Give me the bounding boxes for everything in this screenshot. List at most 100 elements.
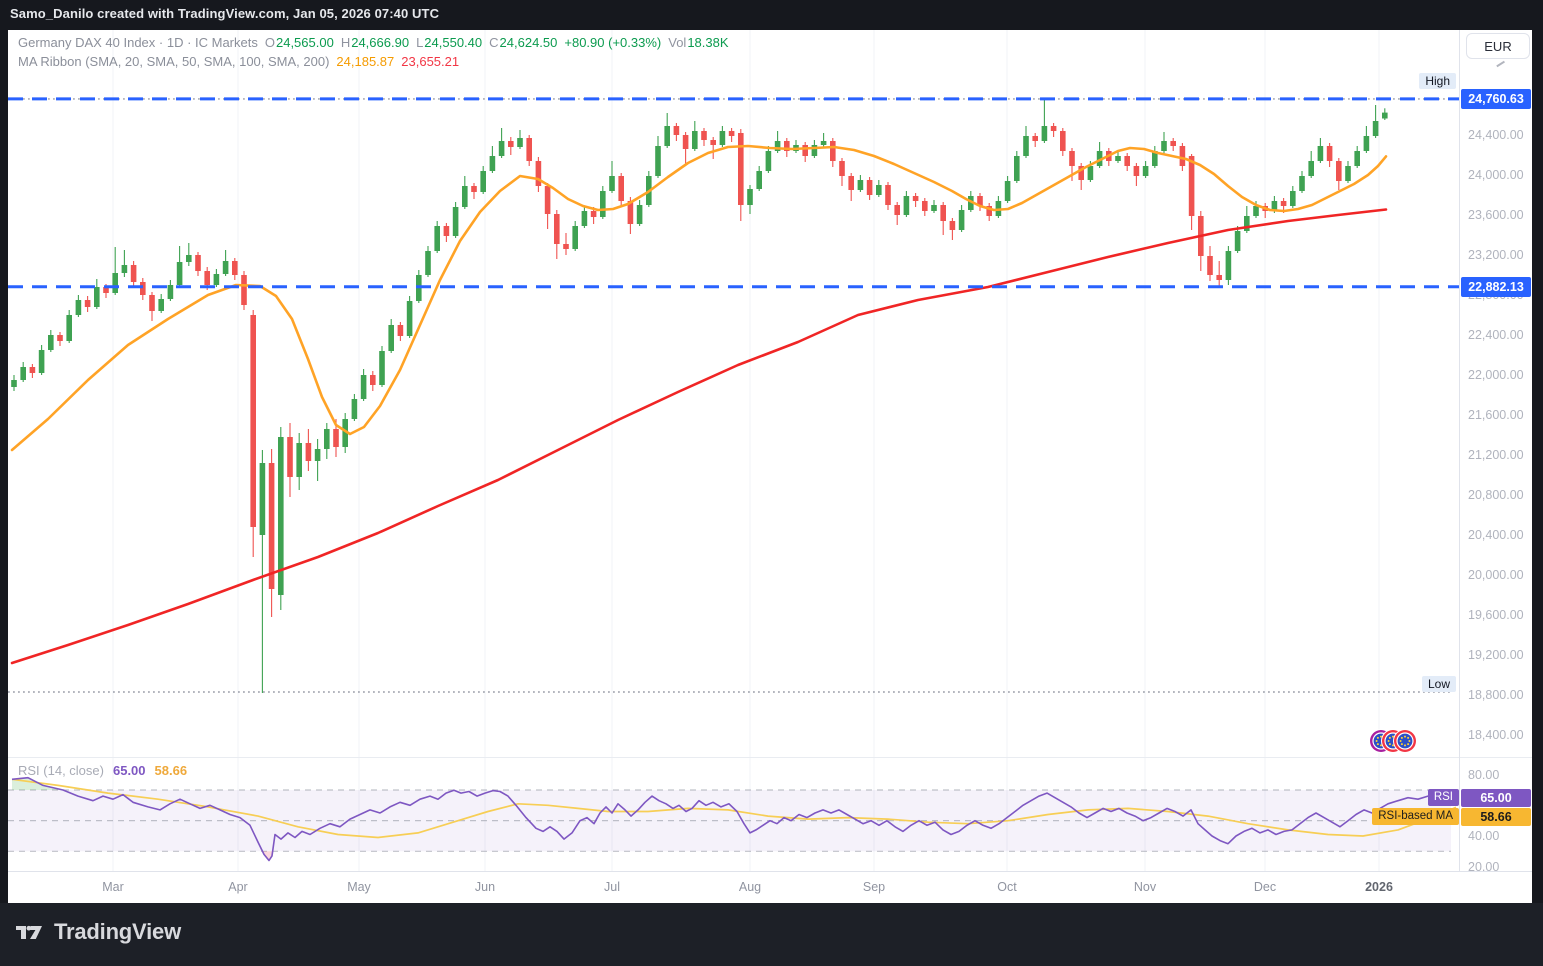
low-value: L 24,550.40 bbox=[416, 35, 483, 50]
candle-up bbox=[1345, 166, 1351, 181]
price-axis-label: 21,600.00 bbox=[1468, 408, 1524, 422]
candle-up bbox=[379, 351, 385, 385]
candle-down bbox=[140, 282, 146, 295]
candle-down bbox=[710, 140, 716, 145]
rsi-title[interactable]: RSI (14, close) bbox=[18, 763, 104, 778]
candle-up bbox=[296, 443, 302, 477]
period-low-label: Low bbox=[1421, 676, 1456, 692]
candle-up bbox=[1004, 181, 1011, 201]
price-axis-label: 19,600.00 bbox=[1468, 608, 1524, 622]
candle-down bbox=[894, 205, 900, 215]
candle-up bbox=[747, 189, 753, 205]
candle-up bbox=[719, 131, 726, 145]
candle-up bbox=[176, 262, 183, 285]
candle-down bbox=[370, 375, 376, 385]
rsi-ma-value-badge: 58.66 bbox=[1461, 807, 1531, 826]
candle-up bbox=[1161, 141, 1167, 151]
candle-up bbox=[11, 380, 17, 387]
rsi-axis-label: 40.00 bbox=[1468, 828, 1500, 843]
currency-button[interactable]: EUR bbox=[1466, 33, 1530, 59]
sma-slow-line[interactable] bbox=[10, 208, 1388, 665]
candle-up bbox=[351, 399, 358, 419]
candle-down bbox=[103, 287, 109, 293]
candle-down bbox=[728, 131, 735, 136]
symbol-title[interactable]: Germany DAX 40 Index · 1D · IC Markets bbox=[18, 35, 258, 50]
candle-down bbox=[471, 186, 477, 192]
candle-down bbox=[544, 186, 551, 214]
candle-up bbox=[278, 437, 284, 595]
candle-down bbox=[986, 206, 992, 216]
price-axis-label: 21,200.00 bbox=[1468, 448, 1524, 462]
price-axis-label: 23,200.00 bbox=[1468, 248, 1524, 262]
candle-down bbox=[682, 135, 689, 149]
resistance-price-badge: 24,760.63 bbox=[1461, 88, 1531, 109]
price-axis-label: 22,000.00 bbox=[1468, 368, 1524, 382]
candle-up bbox=[158, 299, 164, 311]
candle-up bbox=[406, 301, 413, 336]
candle-down bbox=[1050, 126, 1057, 131]
candle-up bbox=[314, 449, 321, 461]
candle-up bbox=[1382, 112, 1388, 119]
price-axis-label: 18,800.00 bbox=[1468, 688, 1524, 702]
candle-down bbox=[1078, 166, 1084, 180]
tradingview-logo[interactable]: TradingView bbox=[14, 917, 181, 947]
chart-canvas[interactable] bbox=[8, 30, 1459, 871]
rsi-legend-row: RSI (14, close) 65.00 58.66 bbox=[18, 763, 187, 778]
candle-down bbox=[268, 463, 275, 589]
price-axis-label: 23,600.00 bbox=[1468, 208, 1524, 222]
candle-up bbox=[121, 265, 128, 273]
candle-up bbox=[811, 145, 818, 156]
chart-shell: Germany DAX 40 Index · 1D · IC Markets O… bbox=[8, 30, 1532, 903]
candle-up bbox=[112, 273, 118, 293]
price-axis-label: 20,400.00 bbox=[1468, 528, 1524, 542]
symbol-legend-row: Germany DAX 40 Index · 1D · IC Markets O… bbox=[18, 35, 729, 50]
candle-up bbox=[425, 251, 431, 275]
candle-up bbox=[75, 300, 82, 315]
candle-up bbox=[600, 191, 606, 217]
candles-layer bbox=[11, 99, 1388, 693]
candle-down bbox=[784, 141, 790, 151]
price-axis-label: 24,400.00 bbox=[1468, 128, 1524, 142]
rsi-line[interactable] bbox=[11, 776, 1457, 862]
rsi-value: 65.00 bbox=[112, 763, 146, 778]
candle-up bbox=[1142, 166, 1149, 176]
time-scale[interactable]: Mar Apr May Jun Jul Aug Sep Oct Nov Dec 2026 bbox=[8, 871, 1532, 903]
candle-down bbox=[250, 315, 256, 527]
footer-bar: TradingView bbox=[0, 903, 1543, 966]
candle-down bbox=[738, 133, 744, 205]
candle-down bbox=[130, 265, 137, 282]
candle-down bbox=[29, 367, 36, 373]
sma-fast-line[interactable] bbox=[10, 144, 1388, 452]
price-scale-border bbox=[1459, 30, 1460, 903]
ma-ribbon-title[interactable]: MA Ribbon (SMA, 20, SMA, 50, SMA, 100, S… bbox=[18, 54, 330, 69]
candle-up bbox=[1372, 121, 1379, 136]
candle-down bbox=[57, 335, 63, 341]
candle-down bbox=[1179, 146, 1186, 166]
price-axis-label: 20,000.00 bbox=[1468, 568, 1524, 582]
candle-down bbox=[912, 196, 919, 201]
candle-up bbox=[1014, 156, 1020, 181]
candle-up bbox=[517, 138, 523, 147]
candle-up bbox=[581, 211, 588, 226]
candle-up bbox=[820, 141, 827, 145]
candle-down bbox=[940, 205, 946, 221]
price-axis-label: 18,400.00 bbox=[1468, 728, 1524, 742]
candle-down bbox=[922, 201, 928, 211]
candle-up bbox=[1115, 156, 1121, 161]
ma-slow-value: 23,655.21 bbox=[401, 54, 460, 69]
eu-coin-stickers[interactable] bbox=[1368, 726, 1422, 756]
period-high-label: High bbox=[1419, 72, 1456, 89]
candle-down bbox=[1336, 161, 1342, 181]
candle-down bbox=[949, 221, 956, 230]
candle-down bbox=[839, 161, 845, 176]
candle-down bbox=[84, 300, 91, 307]
candle-down bbox=[885, 185, 891, 205]
chart-pane[interactable] bbox=[8, 30, 1459, 871]
rsi-ma-badge: RSI-based MA bbox=[1372, 807, 1459, 825]
ma-fast-value: 24,185.87 bbox=[336, 54, 395, 69]
pane-divider[interactable] bbox=[8, 757, 1532, 758]
candle-down bbox=[232, 261, 238, 275]
rsi-ma-line[interactable] bbox=[11, 778, 1457, 839]
candle-down bbox=[1188, 156, 1195, 216]
candle-up bbox=[1363, 136, 1370, 151]
